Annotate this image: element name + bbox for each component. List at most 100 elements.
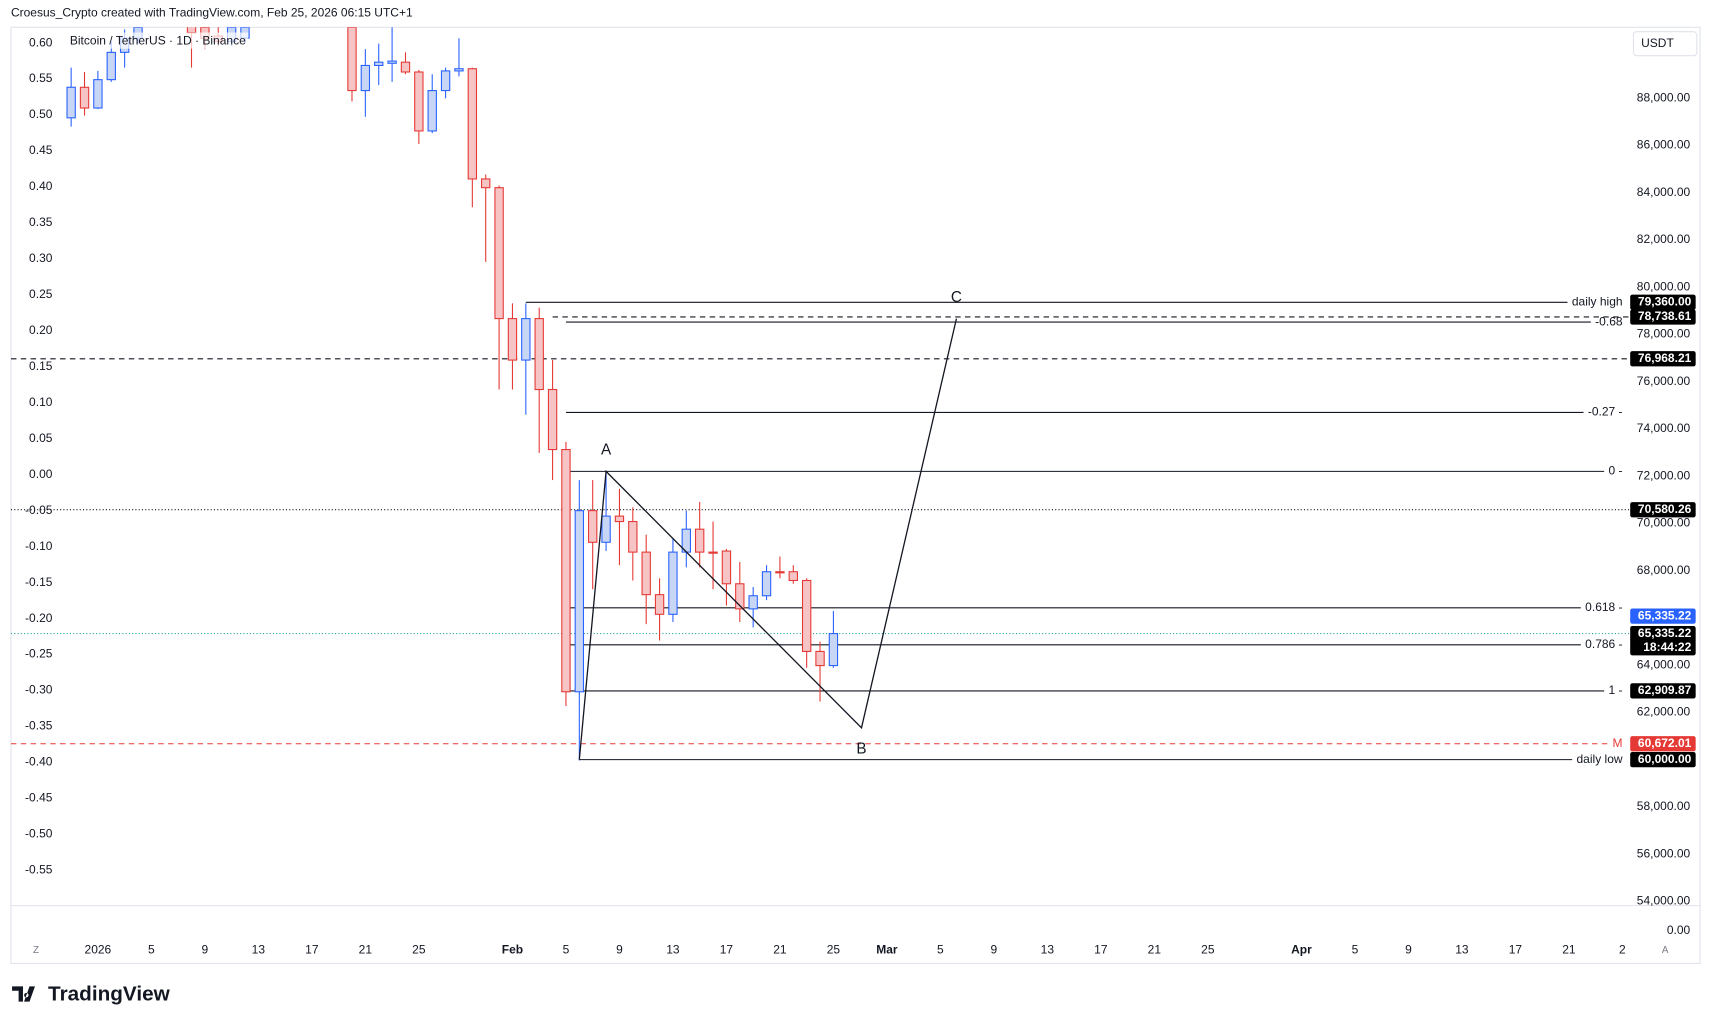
x-tick-label: 21 (1148, 943, 1162, 957)
zoom-button[interactable]: Z (33, 945, 39, 956)
x-tick-label: 17 (1509, 943, 1523, 957)
candle-body (93, 79, 103, 109)
y2-tick-label: 0.45 (29, 143, 53, 157)
y-tick-label: 78,000.00 (1637, 327, 1691, 341)
price-tag (1630, 351, 1696, 367)
y2-tick-label: 0.25 (29, 287, 53, 301)
level-label: 0.618 - (1585, 600, 1622, 614)
y-tick-label: 88,000.00 (1637, 90, 1691, 104)
symbol-legend: Bitcoin / TetherUS · 1D · Binance (70, 34, 246, 48)
candle-body (347, 27, 357, 92)
currency[interactable]: USDT (1641, 36, 1674, 50)
pattern-label: B (856, 741, 866, 758)
level-label: 1 - (1609, 683, 1623, 697)
x-tick-label: 9 (1405, 943, 1412, 957)
y-tick-label: 54,000.00 (1637, 894, 1691, 908)
level-label: -0.27 - (1588, 405, 1623, 419)
x-tick-label: 9 (202, 943, 209, 957)
y-tick-label: 74,000.00 (1637, 421, 1691, 435)
candle-body (106, 51, 116, 81)
x-tick-label: 5 (563, 943, 570, 957)
x-tick-label: 13 (1041, 943, 1055, 957)
x-tick-label: Apr (1291, 943, 1312, 957)
candle-body (427, 90, 437, 132)
y2-tick-label: 0.35 (29, 215, 53, 229)
pattern-label: C (951, 289, 962, 306)
candle-body (521, 318, 531, 361)
y2-tick-label: -0.30 (25, 683, 53, 697)
brand-logo (12, 986, 35, 1002)
y-tick-label: 56,000.00 (1637, 846, 1691, 860)
y-tick-label: 64,000.00 (1637, 657, 1691, 671)
y2-tick-label: -0.50 (25, 827, 53, 841)
countdown: 18:44:22 (1643, 640, 1691, 654)
y-tick-label: 62,000.00 (1637, 705, 1691, 719)
candle-body (828, 633, 839, 667)
right-axis-footer: 0.00 (1667, 923, 1691, 937)
y-tick-label: 70,000.00 (1637, 516, 1691, 530)
price-tag (1630, 683, 1696, 699)
header: Croesus_Crypto created with TradingView.… (11, 5, 413, 19)
x-tick-label: 21 (359, 943, 373, 957)
candle-body (387, 60, 397, 64)
candle-body (668, 551, 678, 615)
y2-tick-label: 0.10 (29, 395, 53, 409)
price-tag (1630, 752, 1696, 768)
candle-body (654, 594, 665, 615)
price-tag-label: 79,360.00 (1638, 294, 1692, 308)
y2-tick-label: -0.20 (25, 611, 53, 625)
candle-body (708, 551, 718, 554)
y-tick-label: 58,000.00 (1637, 799, 1691, 813)
current-tag (1630, 608, 1696, 624)
current-tag-label: 65,335.22 (1638, 626, 1692, 640)
y-tick-label: 72,000.00 (1637, 468, 1691, 482)
y2-tick-label: 0.60 (29, 35, 53, 49)
abc-pattern (578, 318, 958, 760)
x-tick-label: Mar (876, 943, 898, 957)
candle-body (79, 86, 90, 109)
candle-body (454, 68, 464, 72)
candle-body (561, 448, 571, 693)
price-tag (1630, 294, 1696, 310)
x-tick-label: 21 (773, 943, 787, 957)
brand: TradingView (48, 983, 171, 1006)
x-tick-label: 17 (720, 943, 734, 957)
price-tag (1630, 502, 1696, 518)
x-tick-label: 25 (1201, 943, 1215, 957)
price-tag-label: 60,000.00 (1638, 752, 1692, 766)
x-tick-label: 13 (666, 943, 680, 957)
price-tag-label: 62,909.87 (1638, 683, 1692, 697)
price-tag-label: 60,672.01 (1638, 736, 1692, 750)
price-tag (1630, 736, 1696, 752)
x-tick-label: 21 (1562, 943, 1576, 957)
candle-body (628, 521, 638, 553)
plot-area (10, 27, 1630, 761)
candle-body (414, 71, 424, 132)
candle-body (721, 550, 732, 585)
level-label: 0.786 - (1585, 637, 1622, 651)
price-tag-label: 70,580.26 (1638, 502, 1692, 516)
x-tick-label: 5 (1352, 943, 1359, 957)
x-tick-label: 9 (616, 943, 623, 957)
candle-body (494, 187, 504, 320)
candle-body (601, 515, 611, 543)
x-tick-label: 2 (1619, 943, 1626, 957)
currency-box[interactable] (1632, 31, 1698, 57)
y2-tick-label: 0.00 (29, 467, 53, 481)
level-label: -0.68 (1595, 314, 1623, 328)
price-tag (1630, 309, 1696, 325)
y2-tick-label: -0.40 (25, 755, 53, 769)
candle-body (614, 515, 625, 523)
y-tick-label: 80,000.00 (1637, 279, 1691, 293)
y2-tick-label: -0.55 (25, 863, 53, 877)
y-tick-label: 68,000.00 (1637, 563, 1691, 577)
auto-button[interactable]: A (1662, 945, 1669, 956)
y2-tick-label: -0.15 (25, 575, 53, 589)
y-tick-label: 86,000.00 (1637, 138, 1691, 152)
x-tick-label: 17 (305, 943, 319, 957)
x-tick-label: 13 (252, 943, 266, 957)
frame (10, 26, 1701, 965)
level-label: M (1613, 736, 1623, 750)
